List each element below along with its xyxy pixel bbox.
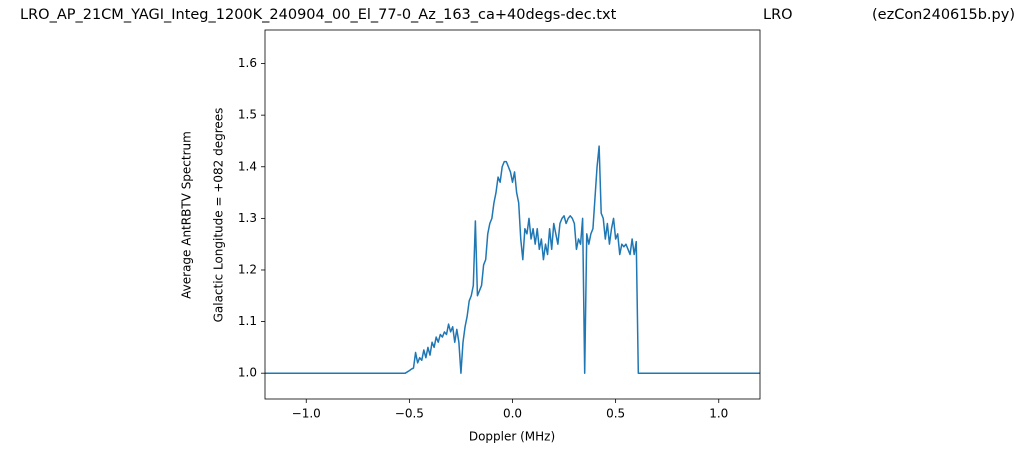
y-tick-label: 1.5 [238,108,257,122]
x-tick-label: −1.0 [292,407,321,421]
x-tick-label: 0.5 [606,407,625,421]
program-label: (ezCon240615b.py) [872,7,1015,23]
y-axis-label: Galactic Longitude = +082 degrees [212,108,226,323]
y-tick-label: 1.3 [238,211,257,225]
data-line [265,145,760,374]
y-tick-label: 1.6 [238,56,257,70]
x-tick-label: −0.5 [395,407,424,421]
y-tick-label: 1.4 [238,159,257,173]
x-tick-label: 0.0 [503,407,522,421]
plot-frame [264,29,761,400]
x-axis-label: Doppler (MHz) [469,430,555,444]
y-axis-label: Average AntRBTV Spectrum [180,131,194,299]
y-tick-label: 1.0 [238,366,257,380]
chart-title: LRO_AP_21CM_YAGI_Integ_1200K_240904_00_E… [20,7,617,23]
x-tick-label: 1.0 [709,407,728,421]
y-tick-label: 1.2 [238,262,257,276]
y-tick-label: 1.1 [238,314,257,328]
station-label: LRO [763,7,793,23]
